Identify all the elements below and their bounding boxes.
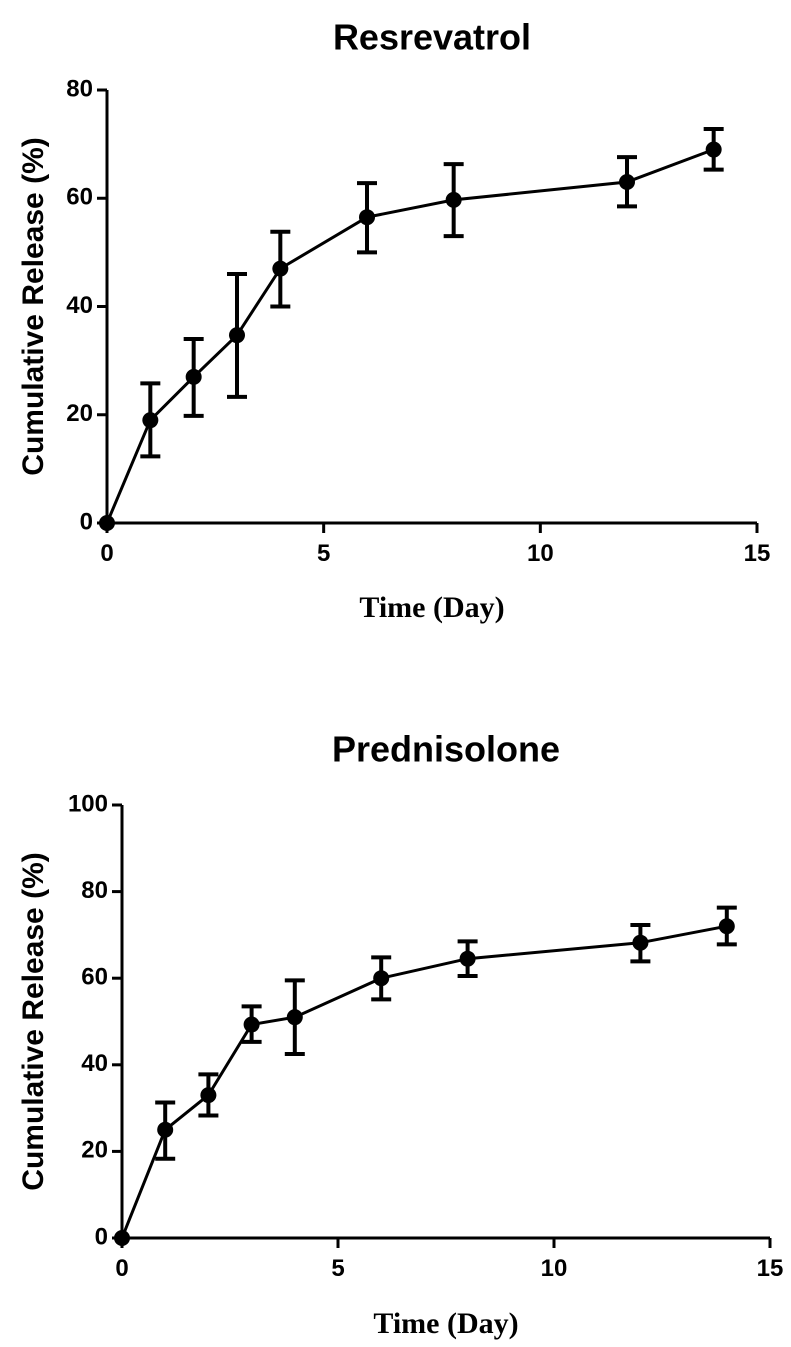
y-tick-label: 20 <box>66 400 93 427</box>
data-point <box>200 1087 217 1104</box>
chart-title: Resrevatrol <box>333 17 531 58</box>
x-axis-label: Time (Day) <box>373 1307 518 1340</box>
data-point <box>459 950 476 967</box>
chart-title: Prednisolone <box>332 729 560 770</box>
data-point <box>359 209 375 226</box>
x-tick-label: 5 <box>331 1255 344 1282</box>
data-point <box>705 141 722 158</box>
y-tick-label: 0 <box>80 508 93 535</box>
chart-resrevatrol: Resrevatrol 0 20 40 60 80 0 5 10 15 Time (Day) Cumu… <box>17 17 770 624</box>
y-axis-label: Cumulative Release (%) <box>17 852 50 1190</box>
y-tick-label: 40 <box>66 292 93 319</box>
x-tick-label: 0 <box>100 540 113 567</box>
y-tick-label: 80 <box>81 877 108 904</box>
data-point <box>185 368 202 385</box>
x-tick-label: 15 <box>757 1255 784 1282</box>
x-tick-label: 10 <box>527 540 554 567</box>
data-point <box>229 327 245 344</box>
x-axis-label: Time (Day) <box>359 591 504 624</box>
y-tick-label: 60 <box>66 184 93 211</box>
y-axis-label: Cumulative Release (%) <box>17 137 50 475</box>
y-tick-label: 20 <box>81 1137 108 1164</box>
y-tick-label: 60 <box>81 964 108 991</box>
data-point <box>632 934 649 951</box>
data-point <box>445 191 462 208</box>
data-point <box>619 174 635 191</box>
y-tick-label: 80 <box>66 75 93 102</box>
data-point <box>114 1230 130 1246</box>
data-point <box>99 515 115 531</box>
y-tick-label: 40 <box>81 1050 108 1077</box>
data-point <box>286 1009 303 1026</box>
series-line <box>120 924 728 1239</box>
x-tick-label: 5 <box>317 540 330 567</box>
data-point <box>157 1121 174 1138</box>
y-tick-label: 100 <box>68 790 108 817</box>
data-point <box>272 260 289 277</box>
data-point <box>718 918 735 935</box>
data-point <box>373 970 390 987</box>
data-point <box>142 412 159 429</box>
chart-prednisolone: Prednisolone 0 20 40 60 80 100 0 5 10 15 Time (Day)… <box>17 729 783 1340</box>
x-tick-label: 10 <box>541 1255 568 1282</box>
y-tick-label: 0 <box>95 1223 108 1250</box>
data-point <box>243 1016 260 1033</box>
x-tick-label: 15 <box>744 540 771 567</box>
x-tick-label: 0 <box>115 1255 128 1282</box>
